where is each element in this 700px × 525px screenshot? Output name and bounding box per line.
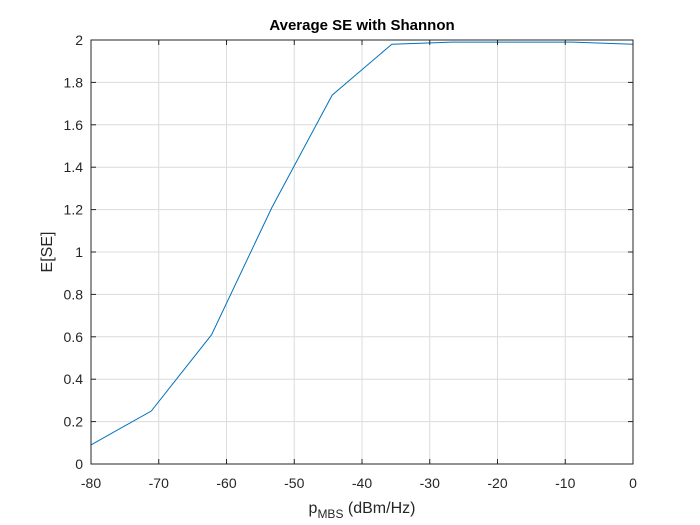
- x-axis-label-units: (dBm/Hz): [343, 500, 415, 517]
- x-tick-label: -70: [149, 475, 169, 491]
- x-tick-label: -10: [555, 475, 575, 491]
- x-tick-label: -60: [216, 475, 236, 491]
- x-tick-label: -80: [81, 475, 101, 491]
- x-tick-label: -30: [420, 475, 440, 491]
- series-line-0: [90, 41, 634, 446]
- y-tick-label: 0.4: [64, 371, 84, 387]
- grid-lines: [90, 39, 634, 465]
- y-tick-label: 1: [75, 244, 83, 260]
- x-axis-label-main: p: [309, 500, 318, 517]
- x-tick-label: -20: [487, 475, 507, 491]
- y-tick-labels: 0 0.2 0.4 0.6 0.8 1 1.2 1.4 1.6 1.8 2: [64, 32, 84, 472]
- y-tick-label: 0.8: [64, 286, 84, 302]
- series-group: [90, 41, 634, 446]
- y-tick-label: 1.6: [64, 117, 84, 133]
- chart-title: Average SE with Shannon: [269, 17, 454, 34]
- x-tick-label: 0: [629, 475, 637, 491]
- x-tick-label: -40: [352, 475, 372, 491]
- x-axis-label-subscript: MBS: [317, 507, 343, 521]
- y-tick-label: 2: [75, 32, 83, 48]
- y-tick-label: 0: [75, 456, 83, 472]
- x-tick-labels: -80 -70 -60 -50 -40 -30 -20 -10 0: [81, 475, 637, 491]
- y-tick-label: 0.2: [64, 414, 84, 430]
- tick-marks: [90, 39, 634, 465]
- x-tick-label: -50: [284, 475, 304, 491]
- y-tick-label: 1.4: [64, 159, 84, 175]
- y-tick-label: 0.6: [64, 329, 84, 345]
- y-tick-label: 1.2: [64, 202, 84, 218]
- y-axis-label: E[SE]: [39, 232, 56, 273]
- y-tick-label: 1.8: [64, 74, 84, 90]
- x-axis-label: pMBS (dBm/Hz): [309, 500, 416, 521]
